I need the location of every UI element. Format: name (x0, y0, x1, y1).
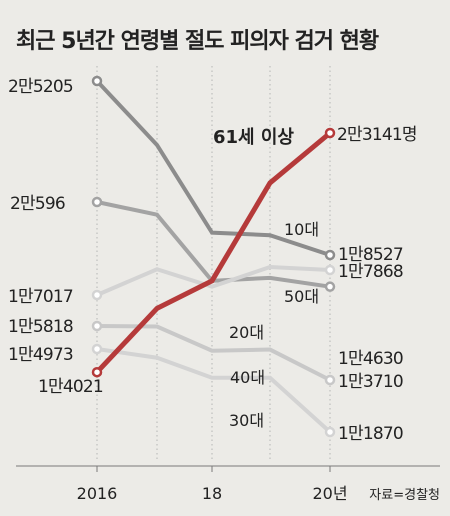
chart-title: 최근 5년간 연령별 절도 피의자 검거 현황 (16, 29, 379, 54)
series-line-61plus (95, 131, 332, 374)
series-line-20s (95, 79, 331, 257)
x-tick-label: 20년 (312, 484, 347, 503)
data-point-40s-end (324, 374, 336, 386)
end-label: 1만1870 (338, 424, 403, 444)
x-axis: 2016 18 20년 (16, 465, 440, 503)
series-name-label: 30대 (229, 411, 264, 430)
data-point-10s-end (324, 281, 336, 292)
start-label: 2만596 (10, 194, 65, 214)
data-point-20s-end (324, 249, 336, 261)
series-name-label: 20대 (229, 323, 264, 342)
series-line-50s (96, 264, 331, 297)
start-label: 1만4021 (38, 377, 103, 397)
data-point-50s-start (91, 289, 103, 301)
start-label: 1만7017 (8, 287, 73, 307)
grid (96, 66, 331, 462)
series-name-label: 61세 이상 (213, 127, 294, 148)
series-name-label: 10대 (284, 220, 319, 239)
data-point-10s-start (91, 196, 103, 208)
end-label: 2만3141명 (337, 125, 417, 145)
data-point-20s-start (91, 75, 103, 87)
end-label: 1만3710 (338, 372, 403, 392)
data-point-61plus-start (91, 366, 103, 378)
series-name-label: 50대 (284, 287, 319, 306)
data-point-30s-end (324, 426, 336, 438)
x-tick-label: 2016 (77, 484, 118, 503)
start-label: 1만4973 (8, 345, 73, 365)
source-note: 자료=경찰청 (369, 488, 440, 503)
data-point-61plus-end (324, 127, 336, 139)
series-name-label: 40대 (230, 368, 265, 387)
start-label: 1만5818 (8, 317, 73, 337)
data-point-30s-start (91, 343, 103, 355)
series-line-30s (96, 347, 332, 434)
start-label: 2만5205 (8, 77, 73, 97)
end-label: 1만8527 (338, 245, 403, 265)
data-point-50s-end (324, 264, 336, 276)
end-label: 1만7868 (338, 262, 403, 282)
end-label: 1만4630 (338, 349, 403, 369)
data-labels: 2만596 1만8527 10대 2만5205 1만4630 20대 1만7017 1만786… (8, 77, 418, 444)
series-lines (91, 75, 336, 438)
data-point-40s-start (91, 320, 103, 332)
x-tick-label: 18 (202, 484, 222, 503)
